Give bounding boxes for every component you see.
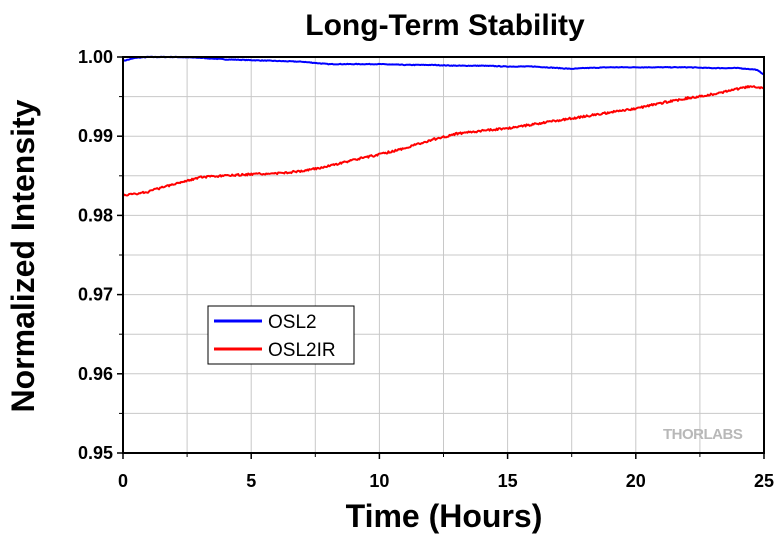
x-tick-label: 5	[246, 471, 256, 491]
x-tick-labels: 0 5 10 15 20 25	[118, 471, 774, 491]
x-tick-label: 10	[369, 471, 389, 491]
y-tick-label: 0.96	[78, 364, 113, 384]
ticks	[117, 56, 765, 459]
y-tick-label: 0.97	[78, 285, 113, 305]
legend-label-osl2: OSL2	[268, 312, 317, 333]
chart-title: Long-Term Stability	[305, 9, 585, 42]
series-layer	[122, 55, 765, 198]
x-tick-label: 15	[498, 471, 518, 491]
series-line-osl2	[122, 55, 764, 76]
x-tick-label: 20	[626, 471, 646, 491]
x-tick-label: 0	[118, 471, 128, 491]
y-tick-label: 1.00	[78, 47, 113, 67]
legend-label-osl2ir: OSL2IR	[268, 340, 336, 361]
legend-box	[207, 305, 355, 365]
x-tick-label: 25	[754, 471, 774, 491]
y-tick-label: 0.99	[78, 126, 113, 146]
series-line-osl2ir	[122, 85, 765, 198]
x-axis-label: Time (Hours)	[346, 498, 543, 534]
y-tick-labels: 0.95 0.96 0.97 0.98 0.99 1.00	[78, 47, 113, 463]
y-tick-label: 0.98	[78, 205, 113, 225]
thorlabs-watermark: THORLABS	[663, 426, 743, 443]
grid	[122, 56, 765, 454]
y-axis-label: Normalized Intensity	[5, 99, 41, 412]
y-tick-label: 0.95	[78, 443, 113, 463]
legend: OSL2 OSL2IR	[207, 305, 355, 365]
